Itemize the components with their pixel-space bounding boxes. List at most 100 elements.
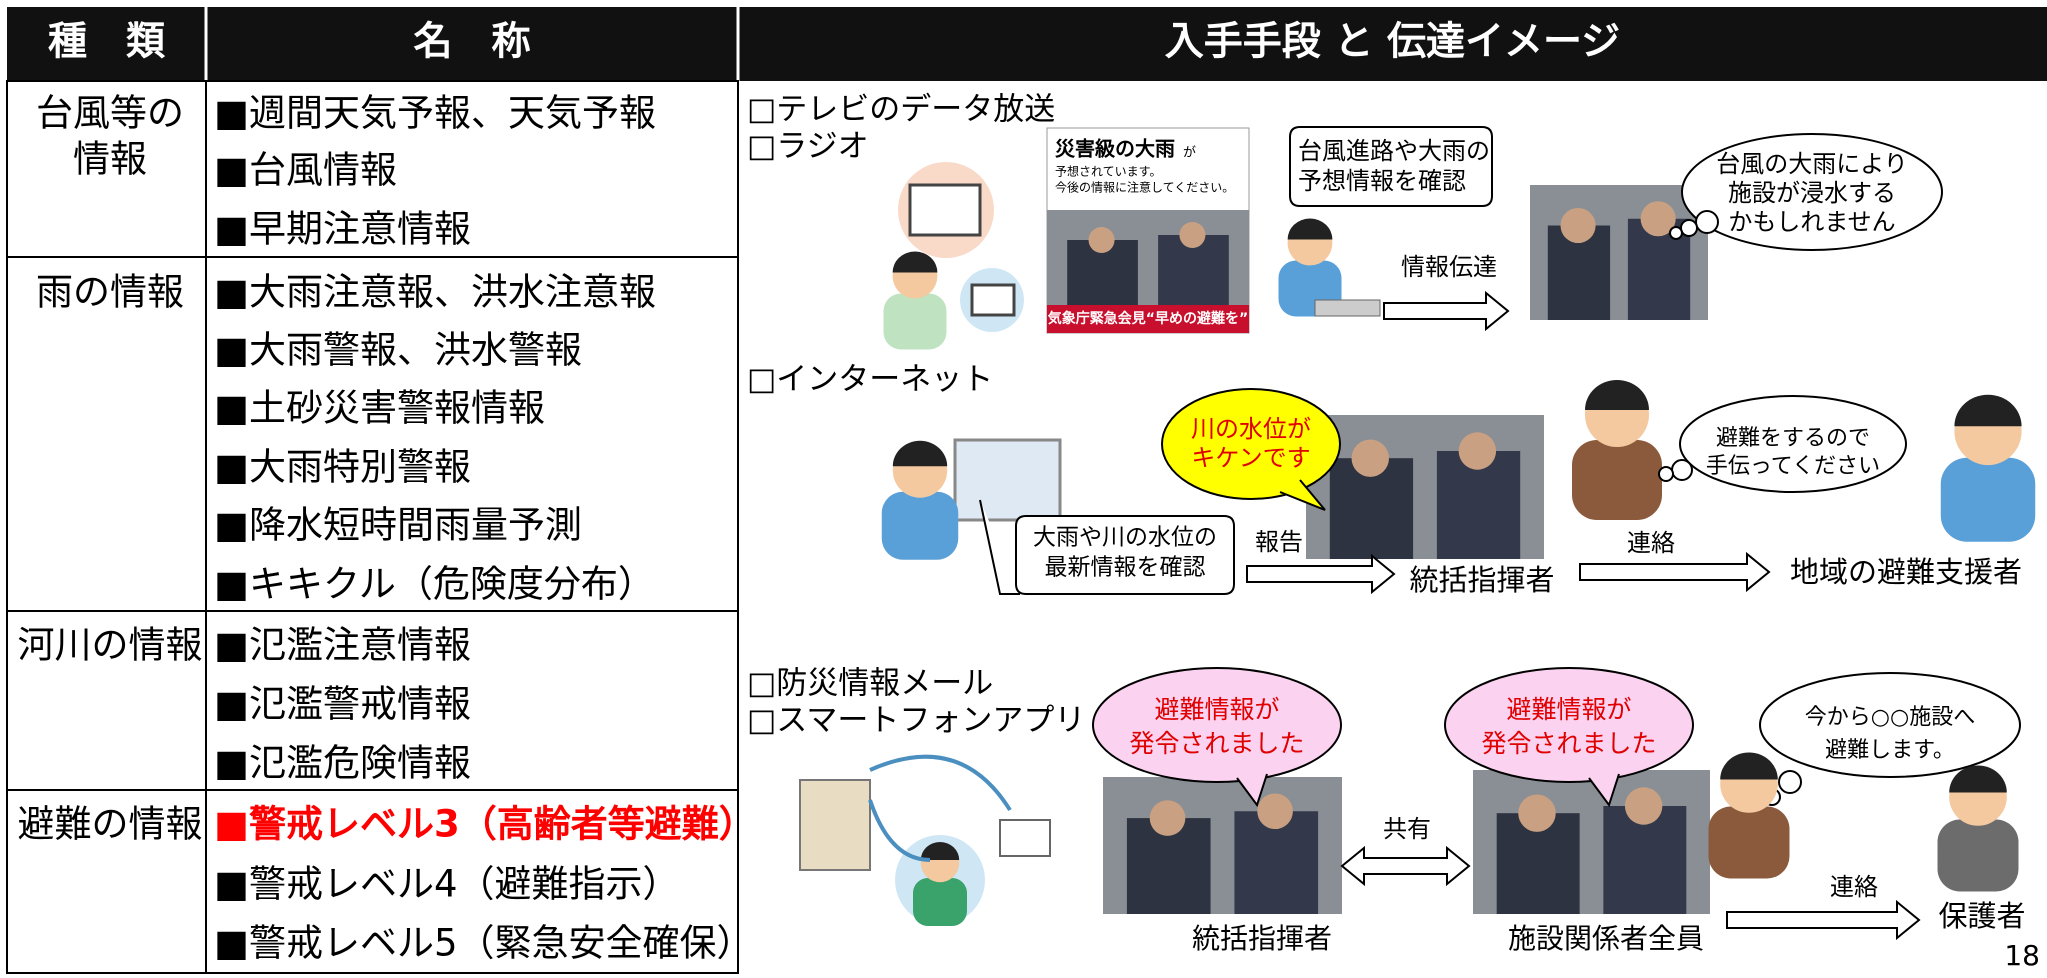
label: 統括指揮者: [1192, 922, 1332, 955]
person-icon: [1954, 394, 2022, 427]
pc-illustration: [999, 819, 1051, 857]
tv-illustration: [908, 183, 982, 237]
arrow: [1726, 899, 1921, 941]
arrow: [1579, 551, 1771, 593]
label: □ラジオ: [747, 129, 869, 165]
label: 施設関係者全員: [1508, 922, 1704, 955]
thought-bubble: [1695, 210, 1719, 234]
thought-bubble: [1680, 219, 1698, 237]
screen-text: が: [1183, 146, 1196, 161]
callout: [1289, 126, 1493, 207]
row-type: 河川の情報: [18, 624, 203, 667]
label: 避難情報が: [1154, 695, 1279, 724]
radio-illustration: [970, 283, 1016, 317]
label: 共有: [1383, 815, 1431, 843]
photo: [1458, 432, 1497, 470]
header-bar: [7, 7, 2047, 81]
photo: [1257, 793, 1293, 830]
person-icon: [1585, 380, 1649, 410]
label: 予想情報を確認: [1298, 167, 1466, 195]
header-cell: 入手手段 と 伝達イメージ: [1165, 20, 1620, 65]
label: 避難します。: [1825, 738, 1955, 763]
row-item: ■土砂災害警報情報: [214, 387, 545, 430]
pc-illustration: [953, 438, 1062, 522]
person-icon: [1720, 752, 1778, 780]
label: 川の水位が: [1191, 415, 1311, 443]
person-icon: [1937, 819, 2019, 892]
photo: [1518, 794, 1556, 832]
header-cell: 種 類: [48, 20, 166, 65]
thought-bubble: [1671, 459, 1693, 481]
callout: [979, 499, 1235, 595]
label: 台風の大雨により: [1716, 150, 1908, 178]
row-item: ■警戒レベル4（避難指示）: [214, 863, 680, 906]
building-illustration: [799, 779, 871, 871]
notice-bubble: [1588, 773, 1620, 808]
photo: [1179, 222, 1206, 248]
screen-text: 予想されています。: [1055, 164, 1161, 179]
label: 手伝ってください: [1706, 454, 1880, 479]
label: 保護者: [1938, 899, 2025, 933]
row-type: 台風等の: [36, 92, 184, 135]
arrow: [1340, 845, 1471, 887]
thought-bubble: [1669, 226, 1683, 240]
label: 大雨や川の水位の: [1033, 525, 1217, 551]
thought-bubble: [1681, 133, 1943, 251]
thought-bubble: [1658, 466, 1674, 482]
label: □防災情報メール: [747, 666, 993, 702]
arrow: [1383, 290, 1510, 332]
row-item: ■大雨注意報、洪水注意報: [214, 271, 656, 314]
row-item: ■氾濫注意情報: [214, 624, 471, 667]
header-cell: 名 称: [413, 20, 530, 65]
thought-bubble: [1778, 770, 1802, 794]
thought-bubble: [1759, 672, 2021, 778]
row-item: ■警戒レベル3（高齢者等避難）: [214, 803, 756, 846]
person-icon: [892, 251, 938, 273]
label: 台風進路や大雨の: [1298, 137, 1490, 165]
label: 避難情報が: [1506, 695, 1631, 724]
row-item: ■大雨特別警報: [214, 446, 471, 489]
person-icon: [892, 440, 948, 467]
label: 避難をするので: [1716, 426, 1870, 451]
row-item: ■週間天気予報、天気予報: [214, 92, 656, 135]
photo: [1640, 201, 1676, 237]
label: 今から○○施設へ: [1805, 705, 1975, 730]
photo: [1351, 439, 1389, 477]
person-icon: [920, 841, 960, 860]
person-icon: [913, 878, 967, 926]
screen-headline: 災害級の大雨: [1055, 137, 1175, 161]
person-icon: [1940, 457, 2036, 542]
photo: [1560, 207, 1596, 244]
row-item: ■氾濫危険情報: [214, 742, 471, 785]
label: □テレビのデータ放送: [747, 92, 1055, 128]
person-icon: [883, 293, 947, 350]
arrow: [1246, 553, 1396, 595]
label: 情報伝達: [1401, 253, 1497, 281]
person-icon: [1949, 765, 2007, 793]
person-icon: [1287, 218, 1333, 240]
row-type: 情報: [73, 138, 147, 181]
row-item: ■台風情報: [214, 149, 397, 192]
person-icon: [881, 491, 959, 560]
row-item: ■キキクル（危険度分布）: [214, 563, 655, 606]
notice-bubble: [1092, 667, 1342, 783]
thought-bubble: [1679, 395, 1907, 493]
label: 連絡: [1627, 529, 1675, 557]
label: キケンです: [1191, 444, 1310, 472]
table-frame: [6, 80, 739, 974]
alert-bubble: [1161, 388, 1341, 500]
row-item: ■氾濫警戒情報: [214, 683, 471, 726]
laptop: [1314, 299, 1381, 317]
label: 統括指揮者: [1409, 563, 1554, 597]
label: 発令されました: [1129, 729, 1304, 758]
person-icon: [1572, 440, 1662, 520]
page-number: 18: [2004, 939, 2040, 972]
person-icon: [1708, 806, 1790, 879]
row-item: ■早期注意情報: [214, 208, 471, 251]
photo: [1088, 227, 1115, 253]
row-item: ■大雨警報、洪水警報: [214, 329, 582, 372]
label: 連絡: [1830, 873, 1878, 901]
row-item: ■警戒レベル5（緊急安全確保）: [214, 922, 754, 965]
